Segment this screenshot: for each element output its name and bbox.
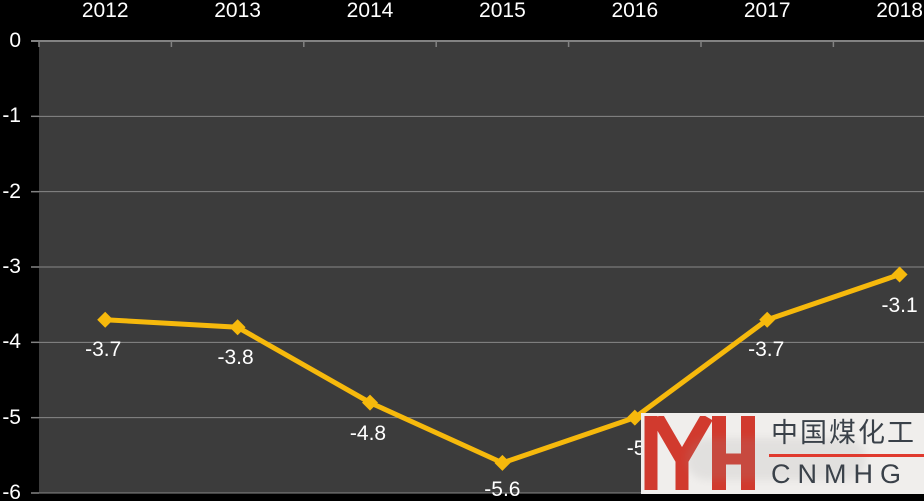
- y-axis-tick-label: -4: [2, 330, 21, 354]
- x-axis-tick-label: 2016: [611, 0, 659, 22]
- y-axis-tick-label: -3: [2, 255, 21, 278]
- yh-monogram-icon: [644, 416, 755, 490]
- y-axis-tick-label: -5: [2, 405, 21, 429]
- watermark-divider: [769, 454, 924, 457]
- data-point-label: -3.1: [881, 293, 918, 317]
- watermark-text-block: 中国煤化工 CNMHG: [769, 413, 924, 494]
- data-point-label: -3.8: [217, 346, 254, 370]
- x-axis-tick-label: 2013: [214, 0, 261, 22]
- data-point-label: -5.6: [484, 477, 521, 501]
- x-axis-tick-label: 2015: [479, 0, 526, 22]
- x-axis-tick-label: 2017: [743, 0, 791, 22]
- y-axis-tick-label: -6: [2, 481, 21, 501]
- watermark-logo: 中国煤化工 CNMHG: [641, 413, 924, 494]
- data-point-label: -3.7: [85, 337, 122, 361]
- data-point-label: -4.8: [349, 421, 387, 445]
- x-axis-tick-label: 2018: [876, 0, 923, 22]
- ghost-watermark: [686, 438, 866, 480]
- y-axis-tick-label: -1: [2, 104, 21, 128]
- watermark-latin-text: CNMHG: [771, 459, 908, 489]
- y-axis-tick-label: -2: [2, 179, 21, 203]
- data-point-label: -3.7: [748, 337, 785, 361]
- x-axis-tick-label: 2014: [346, 0, 394, 22]
- watermark-chinese-text: 中国煤化工: [771, 418, 916, 448]
- y-axis-tick-label: 0: [9, 29, 21, 52]
- x-axis-tick-label: 2012: [81, 0, 129, 22]
